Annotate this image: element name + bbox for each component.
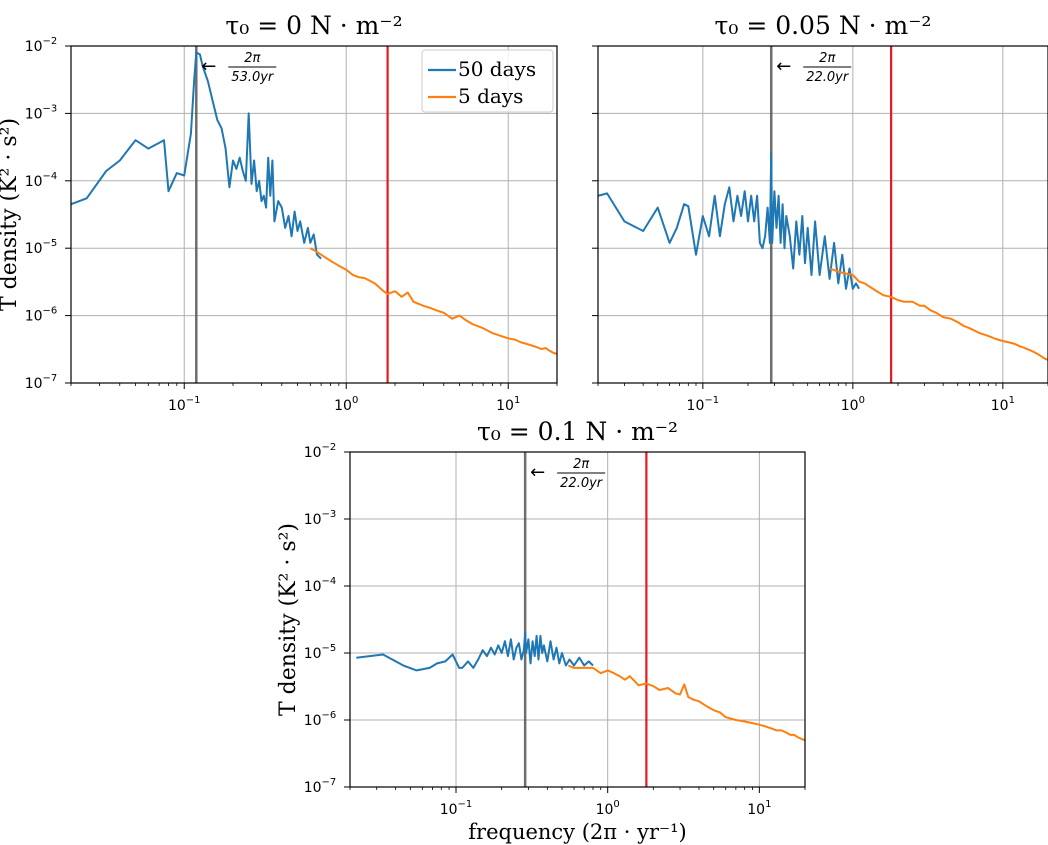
y-tick-label: 10−6 [304,710,337,729]
y-tick-label: 10−4 [25,171,58,190]
x-tick-label: 10−1 [687,395,720,414]
panel-title: τ₀ = 0.1 N · m⁻² [477,417,678,446]
annotation-numerator: 2π [573,457,589,472]
annotation-numerator: 2π [244,51,260,66]
x-tick-label: 10−1 [440,799,473,818]
annotation-arrow: ← [530,462,545,483]
plot-frame [597,45,1048,384]
series-line-50-days [71,51,322,260]
series-line-5-days [567,664,805,742]
annotation-denominator: 53.0yr [231,70,275,85]
legend-label-5-days: 5 days [458,84,523,108]
x-tick-label: 100 [596,799,620,818]
y-tick-label: 10−2 [25,36,58,55]
legend: 50 days 5 days [421,49,554,113]
annotation-denominator: 22.0yr [806,70,850,85]
x-tick-label: 101 [747,799,771,818]
y-axis-label: T density (K² · s²) [276,523,301,716]
panel-3: 10−1 100 101 10−7 10−6 10−5 10−4 10−3 10−2 τ₀ = 0… [276,417,806,844]
y-axis-label: T density (K² · s²) [0,118,22,311]
annotation-arrow: ← [776,56,791,77]
annotation-denominator: 22.0yr [560,476,604,491]
x-axis-label: frequency (2π · yr⁻¹) [468,820,686,844]
y-tick-label: 10−7 [25,373,58,392]
annotation-numerator: 2π [819,51,835,66]
x-tick-label: 100 [841,395,865,414]
series-line-50-days [356,631,594,672]
panel-2: 10−1 100 101 τ₀ = 0.05 N · m⁻² ← 2π 22.0yr [592,11,1048,414]
plot-frame [349,451,806,788]
panel-1: 10−1 100 101 10−7 10−6 10−5 10−4 10−3 10−2 τ₀ = 0… [0,11,558,414]
y-tick-label: 10−7 [304,777,337,796]
y-tick-label: 10−5 [304,643,337,662]
y-tick-label: 10−5 [25,238,58,257]
series-line-5-days [309,247,557,355]
x-tick-label: 10−1 [168,395,201,414]
series-line-50-days [598,151,860,290]
series-line-5-days [829,267,1048,361]
y-tick-label: 10−3 [25,103,58,122]
legend-label-50-days: 50 days [458,57,536,81]
plot-frame [70,45,558,384]
y-tick-label: 10−3 [304,509,337,528]
x-tick-label: 100 [334,395,358,414]
panel-title: τ₀ = 0.05 N · m⁻² [715,11,932,40]
y-tick-label: 10−6 [25,306,58,325]
y-tick-label: 10−2 [304,442,337,461]
annotation-arrow: ← [201,56,216,77]
x-tick-label: 101 [991,395,1015,414]
y-tick-label: 10−4 [304,576,337,595]
x-tick-label: 101 [496,395,520,414]
panel-title: τ₀ = 0 N · m⁻² [225,11,402,40]
